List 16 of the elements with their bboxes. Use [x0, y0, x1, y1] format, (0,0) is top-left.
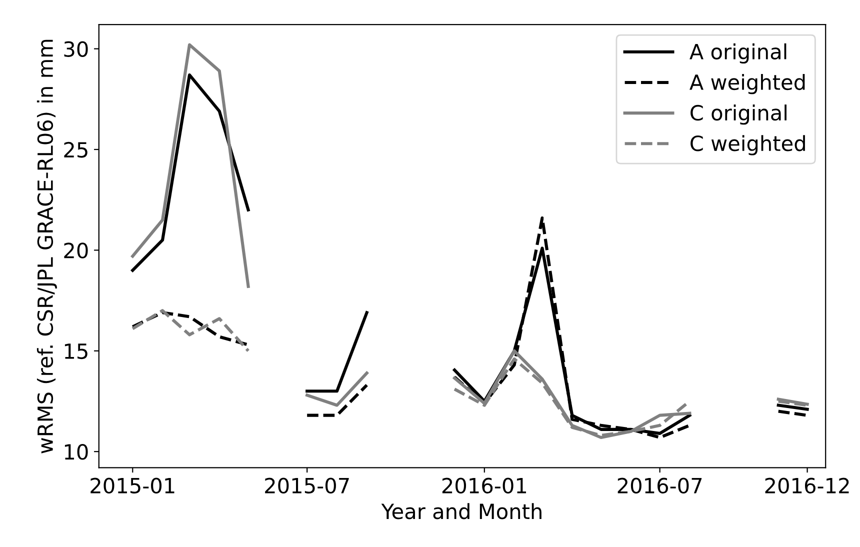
x-tick-label: 2016-12: [765, 478, 849, 494]
legend-label: A weighted: [690, 74, 805, 94]
x-axis-title: Year and Month: [381, 503, 542, 520]
y-tick-label: 10: [64, 444, 88, 460]
x-tick-label: 2015-07: [265, 478, 349, 494]
x-tick-label: 2015-01: [90, 478, 174, 494]
y-tick-label: 30: [64, 41, 88, 57]
y-tick-label: 15: [64, 344, 88, 360]
legend-label: C original: [690, 104, 786, 125]
y-tick-label: 20: [64, 242, 88, 258]
x-tick-label: 2016-07: [618, 478, 702, 494]
x-tick-label: 2016-01: [442, 478, 526, 494]
y-tick-label: 25: [64, 142, 88, 158]
y-axis-title: wRMS (ref. CSR/JPL GRACE-RL06) in mm: [36, 40, 57, 454]
legend-label: A original: [690, 43, 786, 64]
legend-label: C weighted: [690, 135, 805, 156]
